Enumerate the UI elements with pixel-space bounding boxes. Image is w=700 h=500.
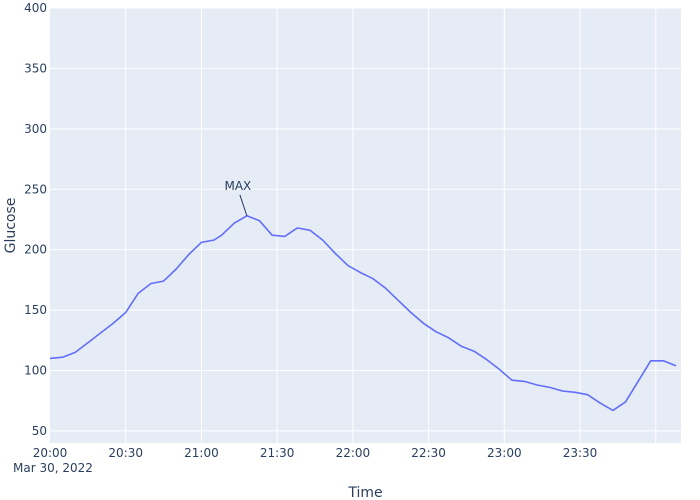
y-tick-label: 150 — [24, 303, 47, 317]
x-tick-label: 22:30 — [411, 446, 446, 460]
x-tick-label: 23:00 — [487, 446, 522, 460]
series-layer — [49, 215, 677, 412]
annotation-layer: MAX — [224, 179, 251, 216]
annotation-arrow — [239, 194, 248, 216]
series-line — [49, 215, 677, 412]
y-tick-label: 350 — [24, 61, 47, 75]
x-tick-label: 21:00 — [184, 446, 219, 460]
y-tick-label: 100 — [24, 364, 47, 378]
x-axis-ticks: 20:00 20:30 21:00 21:30 22:00 22:30 23:00 23:30 — [33, 446, 598, 460]
y-axis-title: Glucose — [3, 198, 19, 254]
x-tick-label: 23:30 — [563, 446, 598, 460]
x-tick-label: 20:00 — [33, 446, 68, 460]
x-tick-label: 22:00 — [336, 446, 371, 460]
x-tick-label: 20:30 — [108, 446, 143, 460]
y-tick-label: 250 — [24, 182, 47, 196]
x-tick-label: 21:30 — [260, 446, 295, 460]
vertical-gridlines — [125, 8, 657, 443]
y-axis-ticks: 50 100 150 200 250 300 350 400 — [24, 1, 47, 438]
plot-background — [50, 8, 681, 443]
annotation-label: MAX — [224, 179, 251, 193]
y-tick-label: 400 — [24, 1, 47, 15]
y-tick-label: 50 — [32, 424, 47, 438]
y-tick-label: 200 — [24, 243, 47, 257]
horizontal-gridlines — [50, 7, 681, 432]
x-axis-title: Time — [347, 485, 382, 500]
x-axis-date-label: Mar 30, 2022 — [13, 461, 93, 475]
y-tick-label: 300 — [24, 122, 47, 136]
